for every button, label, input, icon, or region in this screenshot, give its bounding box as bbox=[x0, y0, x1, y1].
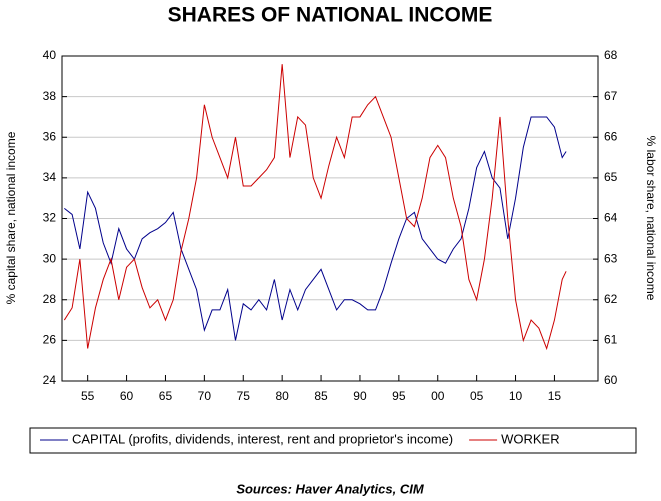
legend-box bbox=[29, 427, 637, 454]
y-tick-label: 36 bbox=[43, 129, 57, 143]
y2-axis-label: % labor share, national income bbox=[644, 136, 658, 301]
x-tick-label: 10 bbox=[509, 389, 523, 403]
x-tick-label: 60 bbox=[120, 389, 134, 403]
y2-tick-label: 63 bbox=[604, 251, 618, 265]
plot-frame bbox=[61, 55, 599, 382]
x-tick-label: 90 bbox=[353, 389, 367, 403]
x-tick-label: 55 bbox=[81, 389, 95, 403]
x-tick-label: 65 bbox=[159, 389, 173, 403]
y-tick-label: 26 bbox=[43, 333, 57, 347]
y-tick-label: 24 bbox=[43, 373, 57, 387]
y2-tick-label: 64 bbox=[604, 211, 618, 225]
x-tick-label: 95 bbox=[392, 389, 406, 403]
x-tick-label: 75 bbox=[237, 389, 251, 403]
y2-tick-label: 61 bbox=[604, 333, 618, 347]
y2-tick-label: 62 bbox=[604, 292, 618, 306]
legend-label: CAPITAL (profits, dividends, interest, r… bbox=[72, 431, 453, 446]
y-tick-label: 32 bbox=[43, 211, 57, 225]
x-tick-label: 80 bbox=[275, 389, 289, 403]
y2-tick-label: 67 bbox=[604, 89, 618, 103]
y2-tick-label: 68 bbox=[604, 48, 618, 62]
y-tick-label: 40 bbox=[43, 48, 57, 62]
y-axis-label: % capital share, national income bbox=[4, 131, 18, 304]
y2-tick-label: 60 bbox=[604, 373, 618, 387]
x-tick-label: 85 bbox=[314, 389, 328, 403]
x-tick-label: 05 bbox=[470, 389, 484, 403]
chart-title: SHARES OF NATIONAL INCOME bbox=[168, 4, 493, 27]
x-tick-label: 70 bbox=[198, 389, 212, 403]
y-tick-label: 28 bbox=[43, 292, 57, 306]
y2-tick-label: 65 bbox=[604, 170, 618, 184]
y-tick-label: 38 bbox=[43, 89, 57, 103]
legend-label: WORKER bbox=[501, 431, 560, 446]
y2-tick-label: 66 bbox=[604, 129, 618, 143]
y-tick-label: 30 bbox=[43, 251, 57, 265]
y-tick-label: 34 bbox=[43, 170, 57, 184]
source: Sources: Haver Analytics, CIM bbox=[236, 481, 425, 496]
x-tick-label: 15 bbox=[548, 389, 562, 403]
x-tick-label: 00 bbox=[431, 389, 445, 403]
series-line bbox=[63, 64, 567, 351]
series-line bbox=[64, 116, 567, 341]
